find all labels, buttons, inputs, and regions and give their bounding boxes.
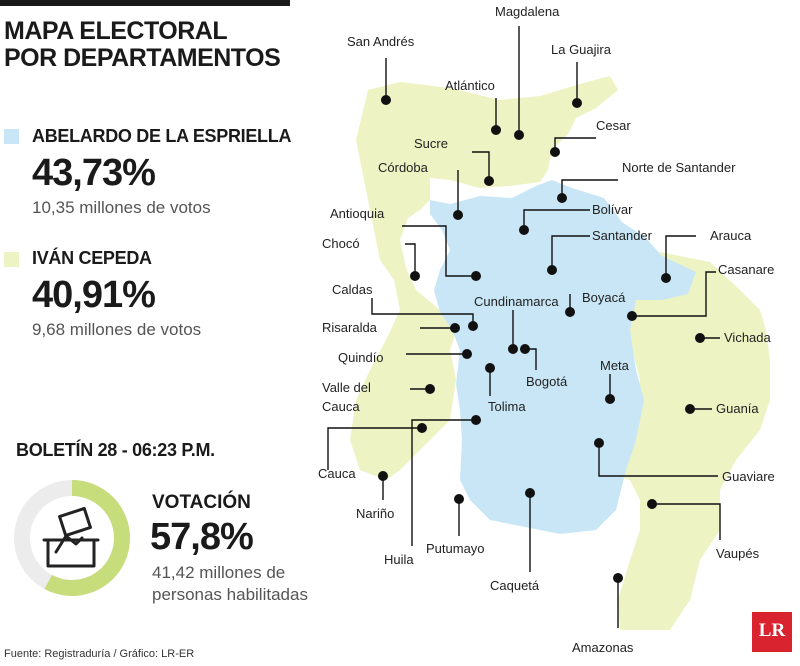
lr-logo: LR: [752, 612, 792, 652]
label-norte-santander: Norte de Santander: [622, 160, 736, 175]
leader-lines: [327, 26, 721, 628]
label-tolima: Tolima: [488, 399, 526, 414]
label-amazonas: Amazonas: [572, 640, 634, 655]
turnout-label: VOTACIÓN: [152, 492, 251, 513]
label-vichada: Vichada: [724, 330, 772, 345]
label-caldas: Caldas: [332, 282, 373, 297]
label-cundinamarca: Cundinamarca: [474, 294, 559, 309]
page-title: MAPA ELECTORAL POR DEPARTAMENTOS: [4, 18, 304, 72]
label-putumayo: Putumayo: [426, 541, 485, 556]
title-line-1: MAPA ELECTORAL: [4, 17, 228, 45]
label-magdalena: Magdalena: [495, 4, 560, 19]
label-san-andres: San Andrés: [347, 34, 415, 49]
label-arauca: Arauca: [710, 228, 752, 243]
label-sucre: Sucre: [414, 136, 448, 151]
candidate-pct-cepeda: 40,91%: [32, 274, 156, 316]
turnout-subtitle: 41,42 millones de personas habilitadas: [152, 562, 322, 606]
legend-swatch-espriella: [4, 129, 19, 144]
candidate-pct-espriella: 43,73%: [32, 152, 156, 194]
label-boyaca: Boyacá: [582, 290, 626, 305]
candidate-votes-cepeda: 9,68 millones de votos: [32, 320, 202, 339]
label-choco: Chocó: [322, 236, 360, 251]
department-labels: San Andrés Magdalena La Guajira Atlántic…: [318, 4, 775, 655]
label-narino: Nariño: [356, 506, 394, 521]
bulletin-label: BOLETÍN 28 - 06:23 P.M.: [16, 440, 215, 460]
label-atlantico: Atlántico: [445, 78, 495, 93]
top-accent-bar: [0, 0, 290, 6]
label-cesar: Cesar: [596, 118, 631, 133]
label-cauca: Cauca: [318, 466, 356, 481]
turnout-subtitle-line-1: 41,42 millones de: [152, 563, 286, 582]
label-santander: Santander: [592, 228, 653, 243]
label-guainia: Guanía: [716, 401, 759, 416]
candidate-votes-espriella: 10,35 millones de votos: [32, 198, 211, 217]
label-quindio: Quindío: [338, 350, 384, 365]
legend-swatch-cepeda: [4, 252, 19, 267]
label-la-guajira: La Guajira: [551, 42, 612, 57]
label-casanare: Casanare: [718, 262, 774, 277]
label-vaupes: Vaupés: [716, 546, 760, 561]
label-bogota: Bogotá: [526, 374, 568, 389]
source-credit: Fuente: Registraduría / Gráfico: LR-ER: [4, 648, 195, 660]
label-cordoba: Córdoba: [378, 160, 429, 175]
label-valle-line-1: Valle del: [322, 380, 371, 395]
turnout-pct: 57,8%: [150, 516, 254, 558]
map-region-cepeda: [350, 76, 770, 630]
colombia-map: San Andrés Magdalena La Guajira Atlántic…: [318, 4, 775, 655]
label-bolivar: Bolívar: [592, 202, 633, 217]
title-line-2: POR DEPARTAMENTOS: [4, 44, 281, 72]
map-region-espriella: [430, 180, 696, 534]
ballot-box-icon: [42, 506, 100, 568]
label-caqueta: Caquetá: [490, 578, 540, 593]
candidate-name-cepeda: IVÁN CEPEDA: [32, 248, 152, 268]
lr-logo-text: LR: [758, 620, 786, 641]
donut-turnout-arc: [14, 480, 130, 596]
label-antioquia: Antioquia: [330, 206, 385, 221]
label-huila: Huila: [384, 552, 414, 567]
turnout-donut: [14, 480, 130, 596]
label-risaralda: Risaralda: [322, 320, 378, 335]
candidate-name-espriella: ABELARDO DE LA ESPRIELLA: [32, 126, 292, 146]
label-guaviare: Guaviare: [722, 469, 775, 484]
turnout-subtitle-line-2: personas habilitadas: [152, 585, 308, 604]
label-valle-line-2: Cauca: [322, 399, 360, 414]
label-meta: Meta: [600, 358, 630, 373]
